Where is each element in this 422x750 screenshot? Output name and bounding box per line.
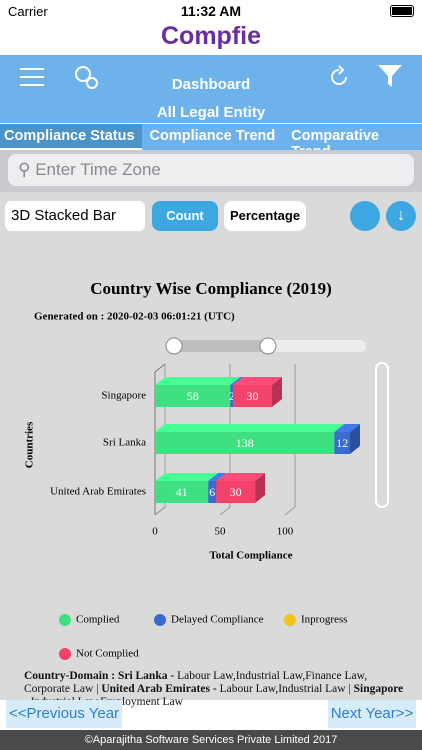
bar-top [233,377,282,385]
legend-swatch [154,614,166,626]
count-button[interactable]: Count [152,201,218,231]
bar-top [155,377,241,385]
data-label: 58 [187,389,199,403]
battery [390,5,414,17]
top: Carrier 11:32 AM Compfie [0,0,422,55]
bar-side [350,424,360,454]
legend-swatch [59,614,71,626]
y-tick-label: Sri Lanka [103,437,146,449]
domain-entry: Sri LankaLabour Law,Industrial Law,Finan… [24,670,367,695]
domain-laws: Labour Law,Industrial Law,Finance Law, C… [24,670,368,695]
percentage-button[interactable]: Percentage [224,201,306,231]
x-tick-label: 100 [277,526,294,538]
data-label: 12 [336,436,348,450]
download-button[interactable]: ↓ [386,201,416,231]
bar-top [155,473,219,481]
bar [216,481,256,503]
slider-handle[interactable] [259,337,277,355]
slider-range [174,340,268,352]
entity: All Legal Entity [156,104,266,121]
legend-label: Inprogress [301,614,347,626]
expand-button[interactable] [350,201,380,231]
y-tick-label: United Arab Emirates [50,486,146,498]
slider-handle[interactable] [165,337,183,355]
legend-label: Complied [76,614,120,626]
domain-country: Sri Lanka [118,670,177,682]
bar [155,481,209,503]
scrollbar [375,362,389,508]
country-domain-label: Country-Domain [24,670,118,682]
tab[interactable]: Comparative Trend [291,128,379,160]
bar [208,481,217,503]
chart-title: Country Wise Compliance (2019) [90,279,332,298]
chart-subtitle: Generated on : 2020-02-03 06:01:21 (UTC) [34,311,235,323]
data-label: 30 [247,389,259,403]
refresh-icon[interactable] [327,65,351,89]
x-tick-label: 50 [215,526,227,538]
bar [233,385,272,407]
data-label: 41 [176,485,188,499]
data-label: 2 [229,389,235,403]
data-label: 6 [209,485,215,499]
next-year-button[interactable]: Next Year>> [328,700,416,728]
carrier: Carrier [8,4,48,19]
settings-icon[interactable] [72,63,100,91]
y-axis-title: Countries [24,421,36,468]
bar-side [272,377,282,407]
bar [334,432,350,454]
domain-country: United Arab Emirates [101,683,219,695]
grid-line [284,364,296,516]
previous-year-button[interactable]: <<Previous Year [6,700,122,728]
grid-line [219,364,231,516]
tabs: Compliance Status Compliance Trend Compa… [0,124,422,160]
menu-icon[interactable] [20,67,44,87]
bar-side [255,473,266,503]
tab[interactable]: Compliance Status [0,124,142,150]
x-axis-title: Total Compliance [209,550,292,562]
bar [155,432,335,454]
data-label: 30 [230,485,242,499]
domain-laws: Labour Law,Industrial Law [219,683,346,695]
bar [230,385,233,407]
search-bar: ⚲ Enter Time Zone [0,150,422,192]
legend-label: Not Complied [76,648,139,660]
filter-icon[interactable] [378,65,402,87]
bar [155,385,231,407]
x-tick-label: 0 [152,526,158,538]
data-label: 138 [236,436,254,450]
grid-line [154,364,166,516]
bar-top [208,473,227,481]
tab[interactable]: Compliance Trend [149,128,276,144]
bar-top [155,424,345,432]
chart: Country Wise Compliance (2019) Generated… [24,279,389,660]
y-tick-label: Singapore [101,390,146,402]
bar-top [334,424,360,432]
search-placeholder: Enter Time Zone [35,160,161,179]
domain-entry: United Arab EmiratesLabour Law,Industria… [93,683,345,695]
header-title: Dashboard [171,76,251,93]
logo: Compfie [161,22,261,50]
legend-swatch [284,614,296,626]
legend-label: Delayed Compliance [171,614,264,626]
legend-swatch [59,648,71,660]
bar-top [216,473,266,481]
bar-top [230,377,243,385]
footer: ©Aparajitha Software Services Private Li… [0,730,422,750]
header: Dashboard All Legal Entity [0,55,422,123]
chart-type-select[interactable]: 3D Stacked Bar [5,201,145,231]
time: 11:32 AM [180,3,242,19]
search-field[interactable]: ⚲ Enter Time Zone [8,154,414,186]
